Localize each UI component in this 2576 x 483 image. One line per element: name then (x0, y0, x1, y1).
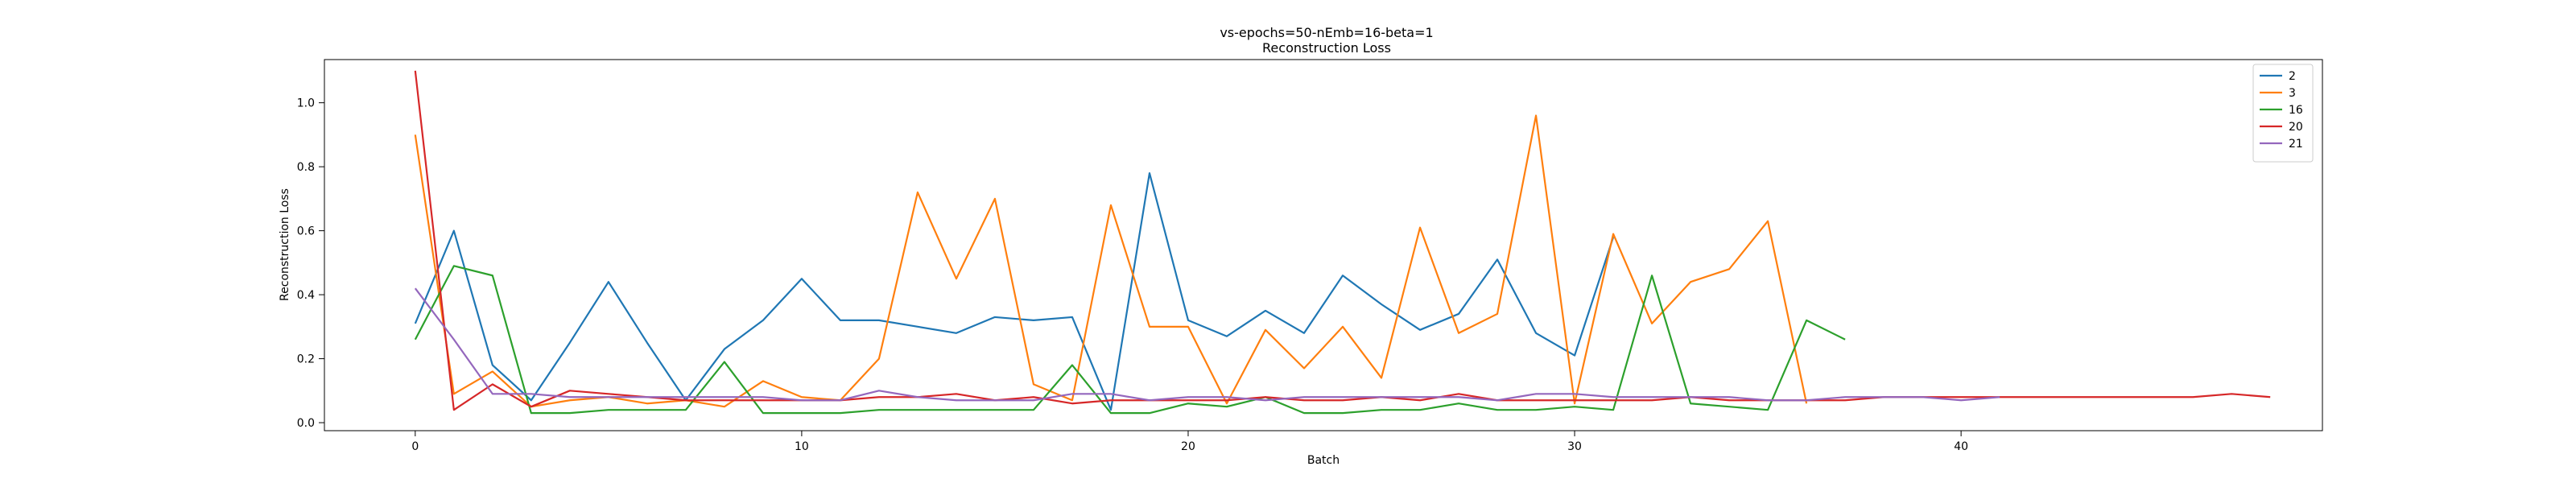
x-tick-label: 0 (411, 440, 419, 453)
series-layer (414, 70, 2271, 415)
series-line-16 (414, 265, 1846, 415)
y-tick-label: 0.0 (297, 417, 315, 430)
chart-title: vs-epochs=50-nEmb=16-beta=1 (1220, 25, 1433, 40)
y-tick-label: 0.6 (297, 225, 315, 238)
chart-subtitle: Reconstruction Loss (1262, 40, 1391, 56)
x-tick-label: 10 (795, 440, 809, 453)
y-tick-label: 0.8 (297, 161, 315, 174)
series-line-3 (414, 114, 1808, 408)
legend-box (2252, 64, 2314, 163)
plot-frame (324, 59, 2323, 431)
legend-label-16: 16 (2289, 104, 2303, 117)
legend-label-20: 20 (2289, 121, 2303, 134)
legend-label-3: 3 (2289, 87, 2296, 100)
legend: 2 3 16 20 21 (2252, 64, 2314, 163)
x-axis-label: Batch (1307, 454, 1340, 467)
series-line-20 (414, 70, 2271, 411)
y-tick-label: 0.2 (297, 353, 315, 366)
series-line-2 (414, 171, 1615, 411)
y-tick-label: 0.4 (297, 289, 315, 302)
x-tick-label: 40 (1954, 440, 1968, 453)
x-axis: 0 10 20 30 40 (411, 431, 1968, 453)
legend-label-21: 21 (2289, 138, 2303, 151)
y-axis: 0.0 0.2 0.4 0.6 0.8 1.0 (297, 97, 324, 430)
x-tick-label: 30 (1567, 440, 1582, 453)
y-axis-label: Reconstruction Loss (279, 188, 291, 301)
series-line-21 (414, 287, 2000, 402)
legend-label-2: 2 (2289, 70, 2296, 83)
y-tick-label: 1.0 (297, 97, 315, 110)
x-tick-label: 20 (1181, 440, 1195, 453)
